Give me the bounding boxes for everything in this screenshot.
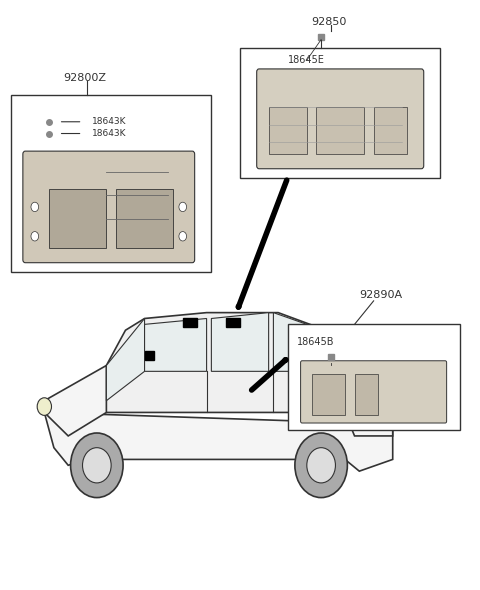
FancyBboxPatch shape [300,360,446,423]
Polygon shape [87,313,345,412]
Text: 18645B: 18645B [297,337,335,347]
Text: 18643K: 18643K [92,129,127,138]
Circle shape [179,232,187,241]
Polygon shape [183,319,197,327]
Text: 92890A: 92890A [360,290,402,300]
Bar [49,189,107,248]
Bar [116,189,173,248]
Circle shape [71,433,123,497]
Polygon shape [144,319,206,371]
Bar [316,107,364,154]
Circle shape [31,202,38,212]
Circle shape [83,448,111,483]
Text: 18645E: 18645E [288,55,324,65]
Bar [288,324,459,430]
Polygon shape [107,319,144,401]
FancyBboxPatch shape [23,151,195,263]
Polygon shape [226,319,240,327]
Polygon shape [44,412,393,471]
Circle shape [31,232,38,241]
Ellipse shape [37,398,51,415]
Bar [355,374,378,415]
Polygon shape [345,354,393,436]
Circle shape [307,448,336,483]
Text: 18643K: 18643K [92,117,127,126]
Bar [312,374,345,415]
Polygon shape [44,365,107,436]
Polygon shape [274,313,307,371]
Text: 92850: 92850 [312,17,347,27]
Circle shape [179,202,187,212]
Bar [11,96,211,271]
Bar [269,107,307,154]
Bar [373,107,407,154]
Text: 92800Z: 92800Z [63,73,107,83]
Circle shape [295,433,348,497]
Ellipse shape [388,407,397,430]
Polygon shape [312,336,345,412]
FancyBboxPatch shape [257,69,424,169]
Polygon shape [144,351,154,359]
Bar [240,48,441,178]
Polygon shape [211,313,269,371]
